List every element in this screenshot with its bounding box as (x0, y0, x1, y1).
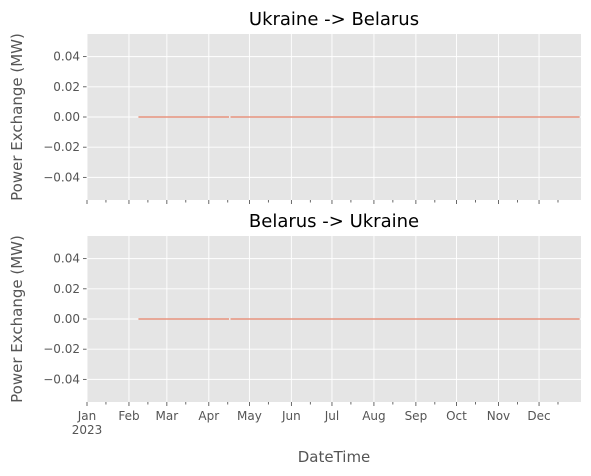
x-tick-label: Sep (405, 409, 428, 423)
y-tick-label: −0.04 (43, 170, 80, 184)
x-tick-label: Nov (487, 409, 510, 423)
y-tick-label: −0.02 (43, 140, 80, 154)
panel-2: 0.04 0.02 0.00 −0.02 −0.04 Belarus -> Ukraine… (8, 211, 581, 406)
x-tick-label: Aug (362, 409, 385, 423)
x-tick-label: Mar (156, 409, 179, 423)
chart-title: Ukraine -> Belarus (249, 9, 419, 30)
y-axis-label: Power Exchange (MW) (8, 33, 26, 201)
y-tick-label: 0.02 (53, 282, 80, 296)
y-tick-label: −0.04 (43, 372, 80, 386)
x-tick-label: May (237, 409, 262, 423)
panel-1: 0.04 0.02 0.00 −0.02 −0.04 Ukraine -> Belarus… (8, 9, 581, 204)
y-tick-label: 0.04 (53, 252, 80, 266)
x-tick-label: Oct (446, 409, 467, 423)
x-tick-label: Apr (198, 409, 219, 423)
chart-title: Belarus -> Ukraine (249, 211, 419, 232)
y-tick-label: −0.02 (43, 342, 80, 356)
x-tick-label: Jan (77, 409, 97, 423)
y-tick-label: 0.02 (53, 80, 80, 94)
y-tick-label: 0.00 (53, 110, 80, 124)
x-axis-label: DateTime (298, 448, 371, 466)
x-year-label: 2023 (72, 423, 103, 437)
y-axis-label: Power Exchange (MW) (8, 235, 26, 403)
y-tick-label: 0.00 (53, 312, 80, 326)
x-tick-label: Feb (118, 409, 139, 423)
x-tick-label: Jul (324, 409, 339, 423)
x-tick-label: Jun (281, 409, 301, 423)
y-tick-label: 0.04 (53, 50, 80, 64)
x-tick-label: Dec (527, 409, 550, 423)
